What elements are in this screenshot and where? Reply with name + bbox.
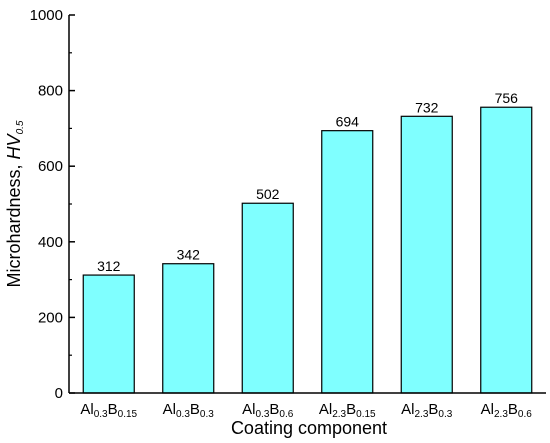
- data-label-3: 694: [336, 114, 360, 130]
- category-label-5: Al2.3B0.6: [481, 401, 533, 420]
- category-label-part: Al: [242, 401, 255, 418]
- y-axis-title-italic: HV: [4, 132, 24, 159]
- axes-group: [68, 14, 546, 394]
- category-label-part: 2.3: [415, 409, 429, 420]
- x-axis-title: Coating component: [231, 418, 387, 438]
- category-label-part: 2.3: [494, 409, 508, 420]
- category-label-part: Al: [401, 401, 414, 418]
- y-tick-label-2: 400: [38, 234, 63, 251]
- category-label-part: B: [190, 401, 200, 418]
- bar-3: [321, 130, 374, 394]
- data-label-4: 732: [415, 99, 439, 115]
- category-label-part: 0.3: [94, 409, 108, 420]
- labels-group: 312Al0.3B0.15342Al0.3B0.3502Al0.3B0.6694…: [30, 7, 533, 420]
- category-label-part: 0.3: [438, 409, 452, 420]
- category-label-0: Al0.3B0.15: [80, 401, 137, 420]
- category-label-2: Al0.3B0.6: [242, 401, 294, 420]
- category-label-part: 0.15: [118, 409, 138, 420]
- bar-1: [162, 263, 215, 394]
- category-label-part: 0.3: [176, 409, 190, 420]
- category-label-part: 0.3: [200, 409, 214, 420]
- bar-2: [241, 202, 294, 394]
- category-label-part: B: [428, 401, 438, 418]
- category-label-part: 0.3: [256, 409, 270, 420]
- y-tick-label-4: 800: [38, 83, 63, 100]
- y-tick-label-5: 1000: [30, 7, 63, 24]
- category-label-3: Al2.3B0.15: [319, 401, 376, 420]
- y-tick-label-3: 600: [38, 158, 63, 175]
- y-tick-label-1: 200: [38, 309, 63, 326]
- category-label-part: 0.15: [356, 409, 376, 420]
- y-axis-title-text: Microhardness,: [4, 159, 24, 287]
- bars-group: [82, 106, 533, 394]
- category-label-part: B: [269, 401, 279, 418]
- category-label-part: Al: [319, 401, 332, 418]
- data-label-0: 312: [97, 258, 121, 274]
- category-label-part: 0.6: [279, 409, 293, 420]
- category-label-4: Al2.3B0.3: [401, 401, 453, 420]
- category-label-part: Al: [163, 401, 176, 418]
- bar-4: [400, 115, 453, 394]
- category-label-part: B: [108, 401, 118, 418]
- bar-5: [480, 106, 533, 394]
- data-label-5: 756: [495, 90, 519, 106]
- bar-0: [82, 274, 135, 394]
- y-axis-title: Microhardness, HV0.5: [4, 120, 26, 287]
- data-label-2: 502: [256, 186, 280, 202]
- category-label-part: Al: [80, 401, 93, 418]
- y-axis-title-subscript: 0.5: [15, 120, 26, 134]
- category-label-part: B: [508, 401, 518, 418]
- y-tick-label-0: 0: [55, 385, 63, 402]
- category-label-part: 0.6: [518, 409, 532, 420]
- category-label-1: Al0.3B0.3: [163, 401, 215, 420]
- data-label-1: 342: [177, 247, 201, 263]
- category-label-part: B: [346, 401, 356, 418]
- category-label-part: 2.3: [332, 409, 346, 420]
- category-label-part: Al: [481, 401, 494, 418]
